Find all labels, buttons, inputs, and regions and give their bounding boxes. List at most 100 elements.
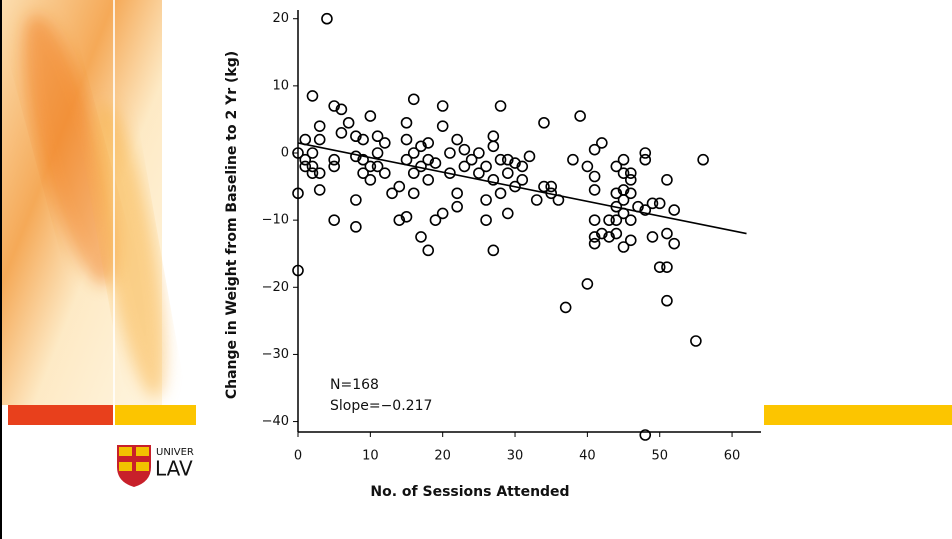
point [321, 12, 333, 25]
point [400, 116, 413, 129]
point [371, 160, 384, 173]
point [480, 194, 492, 206]
logo-text: UNIVER [156, 447, 194, 458]
y-axis-title: Change in Weight from Baseline to 2 Yr (… [224, 51, 240, 399]
point [501, 167, 514, 179]
point [436, 120, 449, 132]
point [371, 130, 384, 143]
point [603, 214, 615, 226]
x-tick-label: 10 [362, 449, 379, 464]
y-tick-label: 10 [272, 78, 289, 93]
point [335, 127, 348, 139]
point [371, 147, 384, 159]
point [436, 100, 449, 112]
point [501, 153, 514, 166]
point [661, 227, 673, 240]
point [342, 116, 355, 129]
point [690, 335, 702, 347]
point [328, 160, 340, 173]
y-tick-label: −20 [262, 280, 289, 295]
y-tick-label: −30 [262, 347, 289, 362]
point [451, 187, 463, 200]
point [306, 147, 319, 159]
point [451, 133, 463, 146]
point [473, 167, 485, 179]
border [0, 0, 2, 539]
point [328, 100, 340, 112]
point [379, 137, 391, 149]
point [407, 93, 420, 106]
point [610, 187, 623, 200]
point [494, 153, 507, 166]
point [501, 207, 514, 220]
point [436, 207, 449, 220]
x-tick-label: 20 [434, 449, 451, 464]
point [400, 133, 413, 146]
point [588, 143, 601, 156]
point [357, 153, 369, 166]
point [292, 187, 304, 200]
point [292, 147, 304, 159]
point [328, 153, 340, 166]
point [610, 160, 623, 173]
point [458, 143, 471, 156]
point [458, 160, 471, 173]
point [653, 197, 666, 210]
point [422, 244, 435, 257]
point [617, 153, 630, 166]
point [661, 261, 673, 273]
point [596, 227, 608, 240]
trend-line [297, 142, 747, 235]
logo-text: LAV [155, 457, 193, 481]
point [610, 214, 623, 226]
point [639, 153, 652, 166]
point [487, 140, 500, 153]
point [306, 90, 319, 102]
x-tick-label: 0 [294, 449, 302, 464]
point [393, 180, 406, 193]
point [538, 180, 550, 193]
point [422, 137, 435, 149]
point [313, 167, 326, 179]
point [624, 167, 637, 179]
point [350, 130, 362, 143]
annotation: N=168 [330, 377, 379, 393]
point [603, 231, 615, 243]
point [400, 210, 413, 223]
point [538, 116, 550, 129]
point [567, 153, 579, 166]
point [451, 200, 463, 213]
point [357, 167, 369, 179]
point [668, 204, 680, 216]
y-tick-label: −40 [262, 414, 289, 429]
point [610, 227, 623, 240]
point [407, 147, 420, 159]
point [581, 278, 594, 290]
point [422, 174, 435, 186]
point [661, 294, 673, 307]
point [364, 160, 377, 173]
chart-panel [196, 0, 764, 512]
point [364, 110, 377, 122]
point [292, 264, 304, 277]
point [350, 221, 362, 233]
point [646, 231, 659, 243]
point [422, 153, 435, 166]
point [530, 194, 543, 206]
point [465, 153, 478, 166]
x-tick-label: 30 [507, 449, 524, 464]
point [328, 214, 340, 226]
point [313, 120, 326, 132]
point [494, 100, 507, 112]
point [429, 157, 442, 169]
x-axis-title: No. of Sessions Attended [370, 484, 569, 500]
point [588, 214, 601, 226]
point [639, 147, 652, 159]
point [415, 140, 427, 153]
point [299, 160, 312, 173]
point [494, 187, 507, 200]
point [646, 197, 659, 210]
point [379, 167, 391, 179]
point [617, 194, 630, 206]
